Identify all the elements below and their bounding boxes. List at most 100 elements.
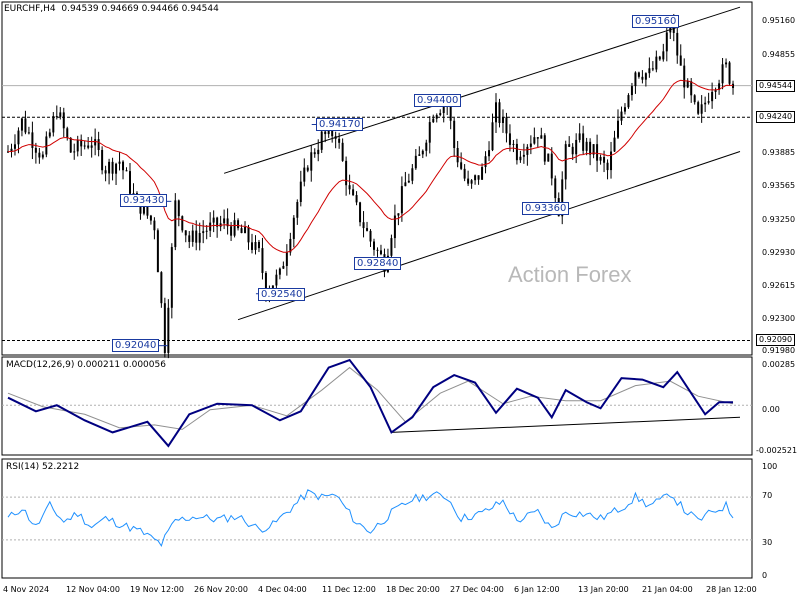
candle-body (425, 142, 428, 151)
candle-body (142, 204, 145, 214)
candle-body (97, 139, 100, 150)
candle-body (237, 220, 240, 229)
candle-body (648, 68, 651, 74)
candle-body (390, 238, 393, 256)
candle-body (414, 155, 417, 169)
candle-body (700, 104, 703, 114)
candle-body (711, 91, 714, 102)
candle-body (181, 216, 184, 231)
candle-body (20, 118, 23, 131)
rsi-tick: 30 (762, 538, 773, 547)
candle-body (41, 154, 44, 158)
candle-body (292, 217, 295, 239)
candle-body (623, 107, 626, 112)
price-tick: 0.92615 (762, 281, 796, 290)
candle-body (174, 200, 177, 248)
candle-body (474, 175, 477, 181)
macd-signal-line (7, 366, 734, 430)
candle-body (686, 81, 689, 88)
candle-body (550, 153, 553, 179)
candle-body (714, 89, 717, 92)
candle-body (17, 130, 20, 145)
annotation-label: 0.94170 (316, 118, 364, 131)
candle-body (683, 65, 686, 88)
candle-body (108, 161, 111, 174)
candle-body (129, 171, 131, 194)
candle-body (202, 231, 205, 234)
candle-body (34, 147, 37, 153)
candle-body (90, 145, 93, 148)
candle-body (299, 181, 302, 203)
candle-body (644, 73, 647, 80)
candle-body (554, 178, 557, 199)
candle-body (59, 112, 62, 117)
candle-body (285, 252, 288, 266)
candle-body (317, 149, 320, 155)
candle-body (52, 116, 55, 133)
candle-body (627, 95, 630, 108)
candle-body (87, 145, 90, 148)
candle-body (80, 139, 83, 147)
time-tick: 26 Nov 20:00 (194, 585, 248, 594)
candle-body (672, 24, 675, 33)
candle-body (167, 307, 170, 353)
candle-body (428, 122, 431, 143)
candle-body (125, 170, 128, 172)
price-tick: 0.91980 (762, 346, 796, 355)
candle-body (122, 161, 125, 171)
price-tick: 0.95160 (762, 16, 796, 25)
candle-body (397, 213, 400, 216)
time-tick: 28 Jan 12:00 (706, 585, 757, 594)
candle-body (637, 72, 640, 77)
rsi-tick: 70 (762, 491, 773, 500)
candle-body (320, 131, 323, 150)
annotation-label: 0.92540 (258, 288, 306, 301)
time-tick: 6 Jan 12:00 (514, 585, 560, 594)
candle-body (508, 133, 511, 145)
candle-body (721, 64, 724, 84)
macd-line (7, 358, 734, 448)
candle-body (69, 138, 72, 153)
candle-body (348, 185, 351, 190)
ohlc-values: 0.94539 0.94669 0.94466 0.94544 (61, 4, 219, 14)
candle-body (732, 83, 735, 89)
candle-body (585, 141, 588, 151)
candle-body (599, 157, 602, 161)
candle-body (477, 175, 480, 180)
macd-trendline (391, 416, 741, 433)
candle-body (104, 170, 107, 174)
annotation-label: 0.94400 (414, 94, 462, 107)
candle-body (303, 167, 306, 182)
price-tick: 0.93250 (762, 215, 796, 224)
candle-body (519, 156, 522, 161)
candle-body (393, 215, 396, 239)
candle-body (495, 102, 497, 123)
candle-body (376, 249, 379, 251)
candle-body (254, 242, 257, 250)
time-tick: 18 Dec 20:00 (386, 585, 440, 594)
candle-body (693, 95, 696, 103)
price-tick: 0.93885 (762, 148, 796, 157)
candle-body (341, 142, 344, 161)
candle-body (407, 180, 410, 183)
candle-body (369, 230, 372, 242)
candle-body (289, 238, 292, 253)
candle-body (610, 151, 613, 171)
candle-body (536, 137, 539, 139)
candle-body (470, 180, 473, 184)
macd-title: MACD(12,26,9) 0.000211 0.000056 (6, 360, 166, 370)
candle-body (442, 104, 445, 114)
candle-body (449, 101, 452, 121)
candle-body (540, 135, 543, 139)
candle-body (191, 230, 194, 242)
candle-body (31, 132, 34, 148)
candle-body (463, 168, 466, 179)
candle-body (10, 148, 13, 152)
candle-body (177, 200, 180, 217)
candle-body (529, 143, 532, 147)
rsi-title: RSI(14) 52.2212 (6, 462, 80, 472)
candle-body (251, 242, 253, 250)
candle-body (118, 161, 121, 164)
macd-tick: -0.002521 (756, 446, 798, 455)
candle-body (589, 141, 592, 155)
